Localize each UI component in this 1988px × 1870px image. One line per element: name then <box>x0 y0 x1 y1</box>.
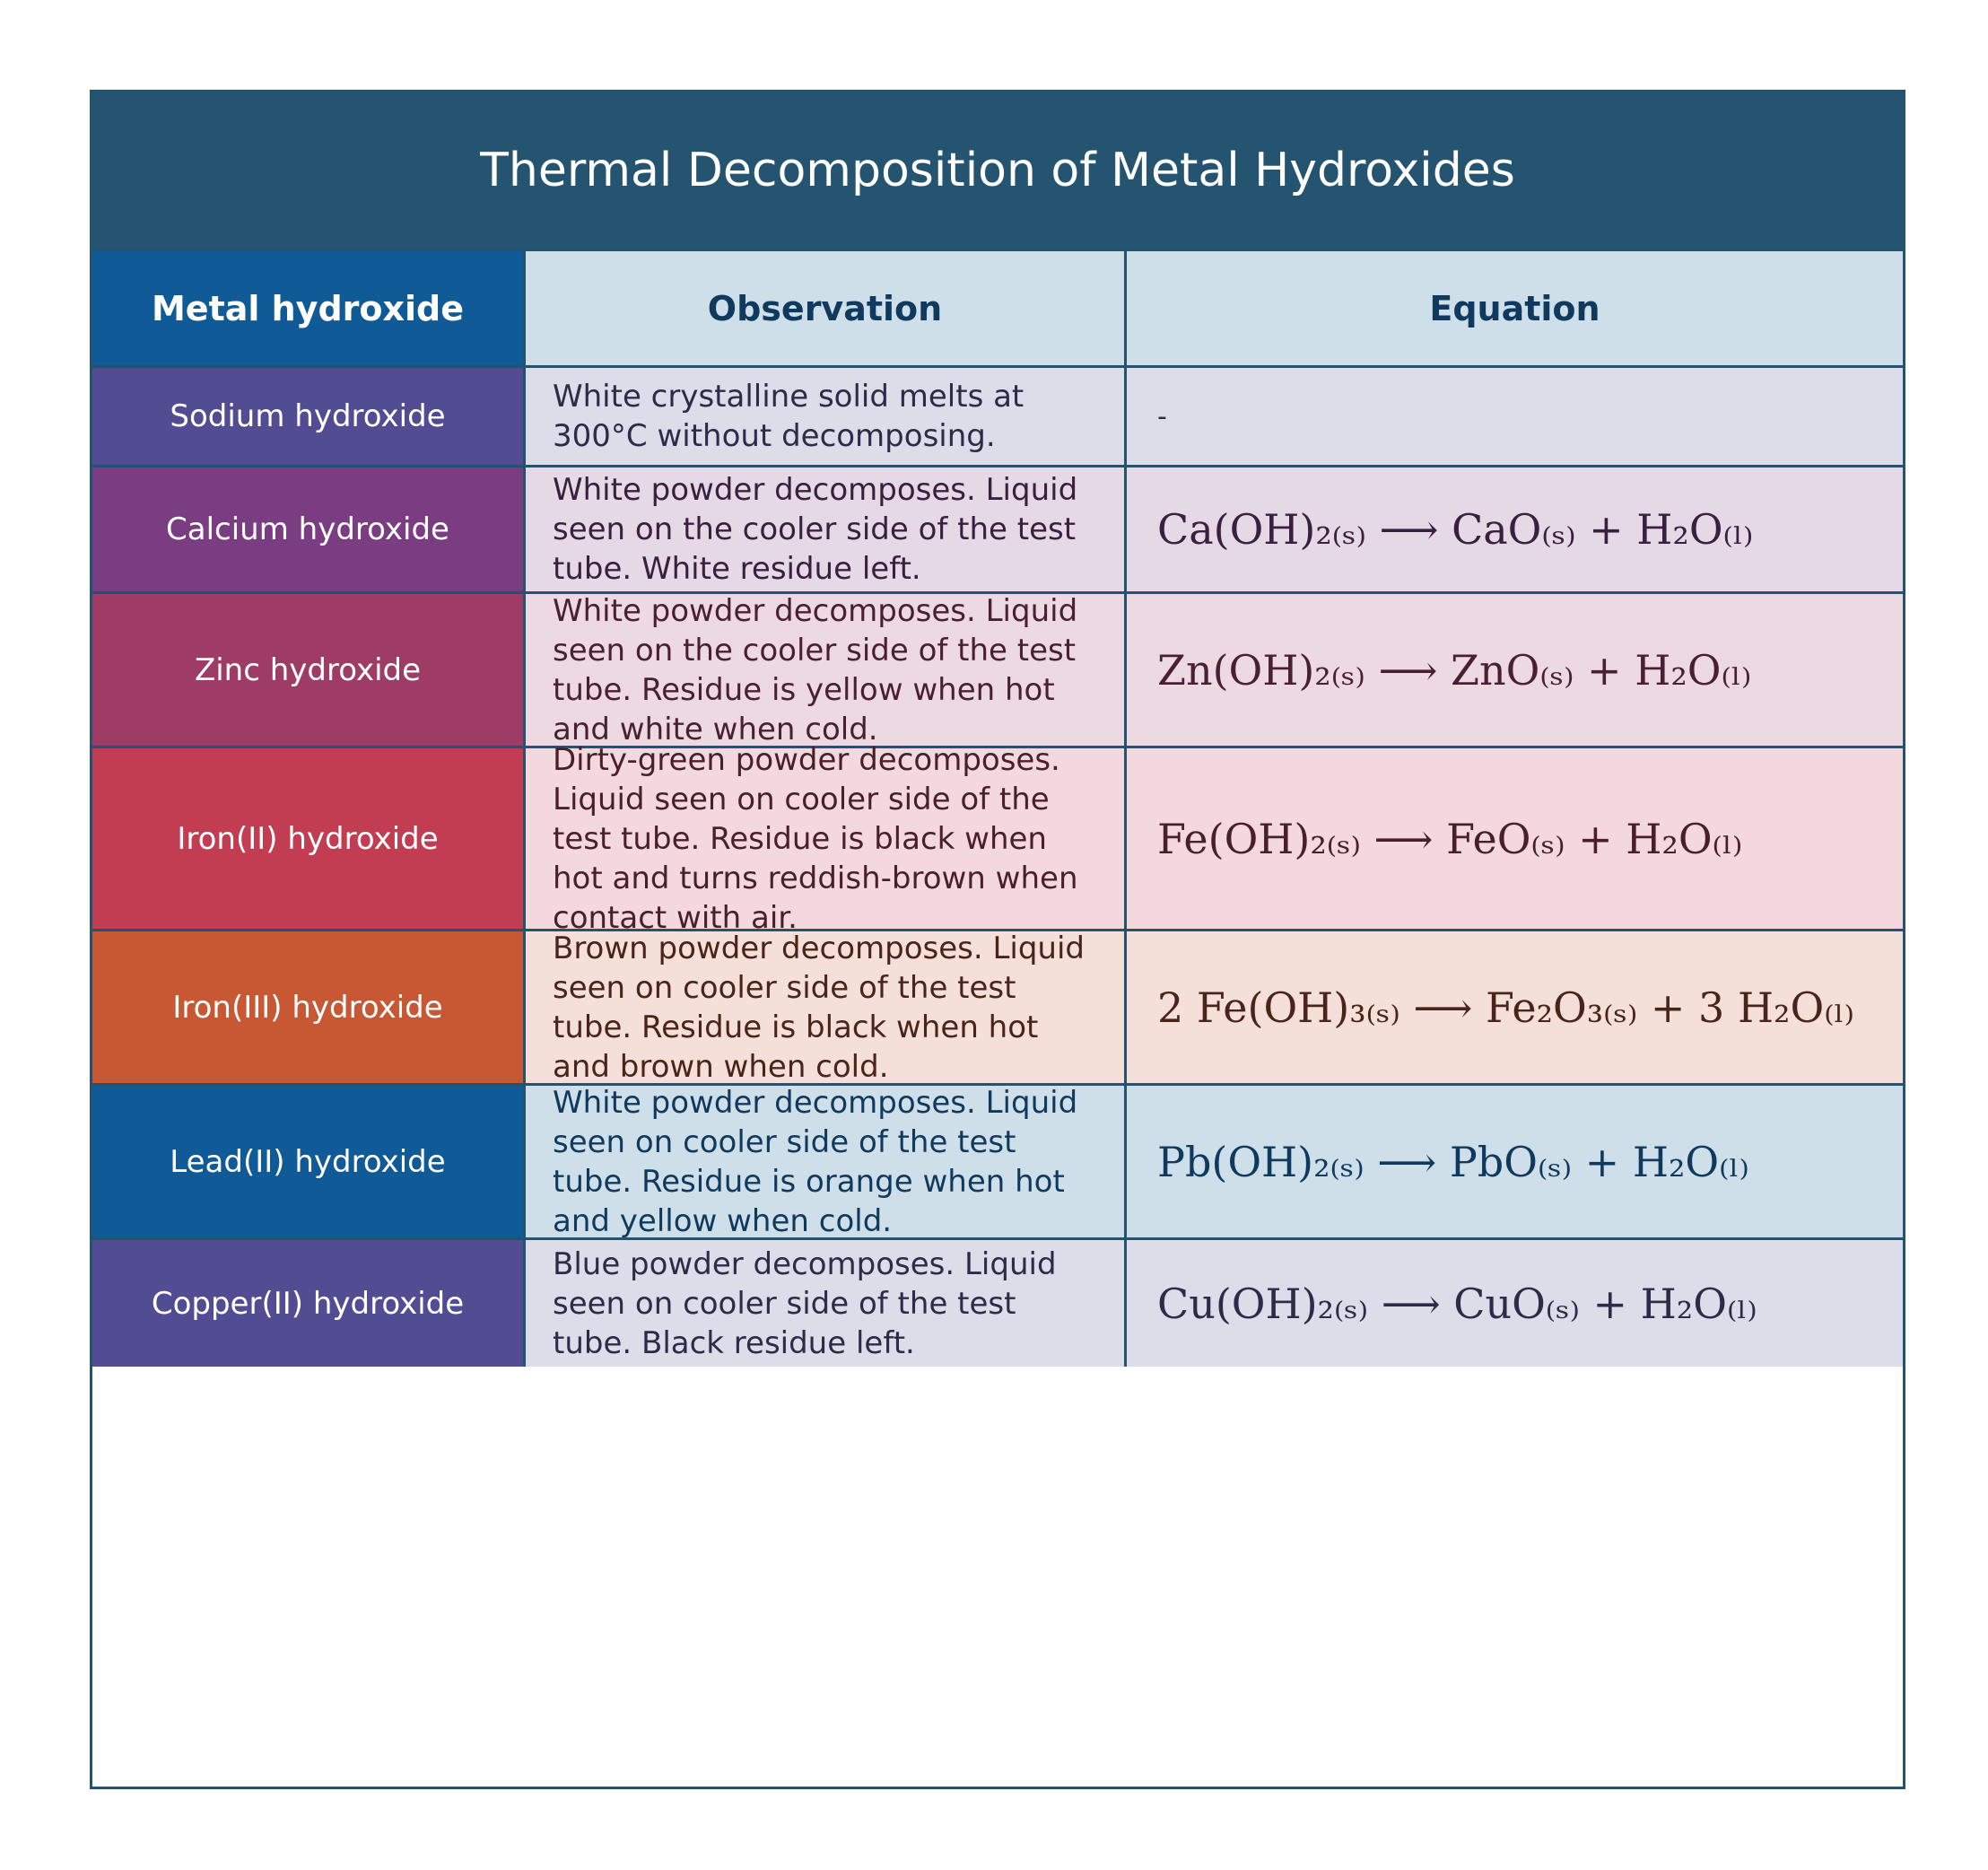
equation-text: Ca(OH)₂₍ₛ₎ ⟶ CaO₍ₛ₎ + H₂O₍ₗ₎ <box>1157 505 1754 554</box>
equation-cell: Ca(OH)₂₍ₛ₎ ⟶ CaO₍ₛ₎ + H₂O₍ₗ₎ <box>1124 468 1903 591</box>
equation-text: 2 Fe(OH)₃₍ₛ₎ ⟶ Fe₂O₃₍ₛ₎ + 3 H₂O₍ₗ₎ <box>1157 983 1854 1032</box>
metal-hydroxide-name: Calcium hydroxide <box>92 468 523 591</box>
observation-text: Brown powder decomposes. Liquid seen on … <box>553 930 1086 1085</box>
table-row: Lead(II) hydroxide White powder decompose… <box>92 1085 1903 1240</box>
observation-cell: Dirty-green powder decomposes. Liquid se… <box>523 742 1124 936</box>
decomposition-table: Thermal Decomposition of Metal Hydroxide… <box>90 90 1905 1789</box>
observation-cell: Blue powder decomposes. Liquid seen on c… <box>523 1240 1124 1367</box>
observation-text: White powder decomposes. Liquid seen on … <box>553 1084 1078 1239</box>
table-row: Copper(II) hydroxide Blue powder decompos… <box>92 1240 1903 1367</box>
header-metal-hydroxide: Metal hydroxide <box>92 249 523 368</box>
metal-hydroxide-name: Copper(II) hydroxide <box>92 1240 523 1367</box>
observation-text: White powder decomposes. Liquid seen on … <box>553 592 1078 747</box>
equation-text: Fe(OH)₂₍ₛ₎ ⟶ FeO₍ₛ₎ + H₂O₍ₗ₎ <box>1157 814 1743 863</box>
observation-cell: White powder decomposes. Liquid seen on … <box>523 1085 1124 1239</box>
table-row: Iron(III) hydroxide Brown powder decompos… <box>92 931 1903 1086</box>
equation-text: Pb(OH)₂₍ₛ₎ ⟶ PbO₍ₛ₎ + H₂O₍ₗ₎ <box>1157 1137 1749 1186</box>
header-row: Metal hydroxide Observation Equation <box>92 249 1903 368</box>
table-title: Thermal Decomposition of Metal Hydroxide… <box>480 144 1515 197</box>
table-row: Zinc hydroxide White powder decomposes. L… <box>92 592 1903 748</box>
observation-text: White crystalline solid melts at 300°C w… <box>553 379 1025 454</box>
metal-hydroxide-name: Lead(II) hydroxide <box>92 1086 523 1237</box>
table-row: Iron(II) hydroxide Dirty-green powder dec… <box>92 742 1903 936</box>
metal-hydroxide-name: Iron(II) hydroxide <box>92 748 523 929</box>
observation-cell: White crystalline solid melts at 300°C w… <box>523 368 1124 465</box>
equation-cell: Cu(OH)₂₍ₛ₎ ⟶ CuO₍ₛ₎ + H₂O₍ₗ₎ <box>1124 1240 1903 1367</box>
equation-cell: Pb(OH)₂₍ₛ₎ ⟶ PbO₍ₛ₎ + H₂O₍ₗ₎ <box>1124 1086 1903 1237</box>
title-bar: Thermal Decomposition of Metal Hydroxide… <box>92 92 1903 249</box>
equation-cell: 2 Fe(OH)₃₍ₛ₎ ⟶ Fe₂O₃₍ₛ₎ + 3 H₂O₍ₗ₎ <box>1124 931 1903 1083</box>
equation-text: Zn(OH)₂₍ₛ₎ ⟶ ZnO₍ₛ₎ + H₂O₍ₗ₎ <box>1157 645 1752 695</box>
header-observation: Observation <box>523 249 1124 368</box>
observation-text: Blue powder decomposes. Liquid seen on c… <box>553 1245 1057 1361</box>
equation-text: Cu(OH)₂₍ₛ₎ ⟶ CuO₍ₛ₎ + H₂O₍ₗ₎ <box>1157 1279 1757 1328</box>
metal-hydroxide-name: Zinc hydroxide <box>92 594 523 746</box>
header-equation: Equation <box>1124 249 1903 368</box>
observation-cell: Brown powder decomposes. Liquid seen on … <box>523 931 1124 1085</box>
equation-cell: - <box>1124 368 1903 465</box>
equation-cell: Zn(OH)₂₍ₛ₎ ⟶ ZnO₍ₛ₎ + H₂O₍ₗ₎ <box>1124 594 1903 746</box>
metal-hydroxide-name: Sodium hydroxide <box>92 368 523 465</box>
table-row: Calcium hydroxide White powder decomposes… <box>92 468 1903 594</box>
observation-cell: White powder decomposes. Liquid seen on … <box>523 468 1124 591</box>
metal-hydroxide-name: Iron(III) hydroxide <box>92 931 523 1083</box>
equation-text: - <box>1157 400 1167 433</box>
table-body: Sodium hydroxide White crystalline solid … <box>92 368 1903 1367</box>
equation-cell: Fe(OH)₂₍ₛ₎ ⟶ FeO₍ₛ₎ + H₂O₍ₗ₎ <box>1124 748 1903 929</box>
observation-cell: White powder decomposes. Liquid seen on … <box>523 592 1124 747</box>
observation-text: Dirty-green powder decomposes. Liquid se… <box>553 741 1078 936</box>
observation-text: White powder decomposes. Liquid seen on … <box>553 472 1078 587</box>
table-row: Sodium hydroxide White crystalline solid … <box>92 368 1903 468</box>
